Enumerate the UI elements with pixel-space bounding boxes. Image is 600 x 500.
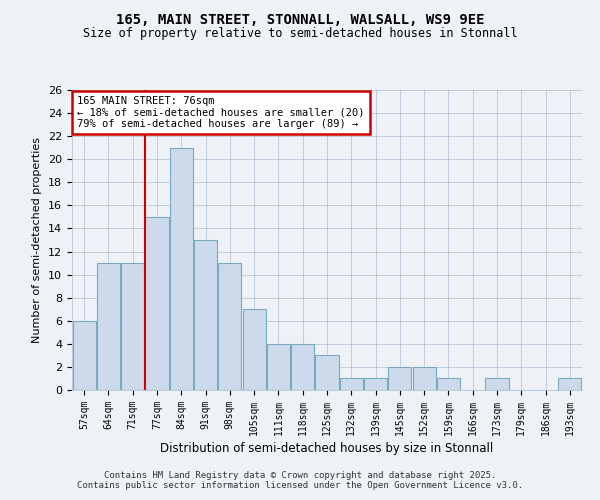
X-axis label: Distribution of semi-detached houses by size in Stonnall: Distribution of semi-detached houses by … <box>160 442 494 455</box>
Bar <box>316 356 338 390</box>
Bar <box>194 240 217 390</box>
Bar <box>485 378 509 390</box>
Bar <box>388 367 412 390</box>
Text: 165, MAIN STREET, STONNALL, WALSALL, WS9 9EE: 165, MAIN STREET, STONNALL, WALSALL, WS9… <box>116 12 484 26</box>
Bar <box>437 378 460 390</box>
Bar <box>97 263 120 390</box>
Bar <box>291 344 314 390</box>
Text: 165 MAIN STREET: 76sqm
← 18% of semi-detached houses are smaller (20)
79% of sem: 165 MAIN STREET: 76sqm ← 18% of semi-det… <box>77 96 365 129</box>
Y-axis label: Number of semi-detached properties: Number of semi-detached properties <box>32 137 43 343</box>
Bar <box>559 378 581 390</box>
Bar <box>267 344 290 390</box>
Text: Size of property relative to semi-detached houses in Stonnall: Size of property relative to semi-detach… <box>83 28 517 40</box>
Bar <box>413 367 436 390</box>
Text: Contains HM Land Registry data © Crown copyright and database right 2025.
Contai: Contains HM Land Registry data © Crown c… <box>77 470 523 490</box>
Bar <box>121 263 144 390</box>
Bar <box>145 217 169 390</box>
Bar <box>340 378 363 390</box>
Bar <box>73 321 95 390</box>
Bar <box>242 309 266 390</box>
Bar <box>218 263 241 390</box>
Bar <box>364 378 387 390</box>
Bar <box>170 148 193 390</box>
